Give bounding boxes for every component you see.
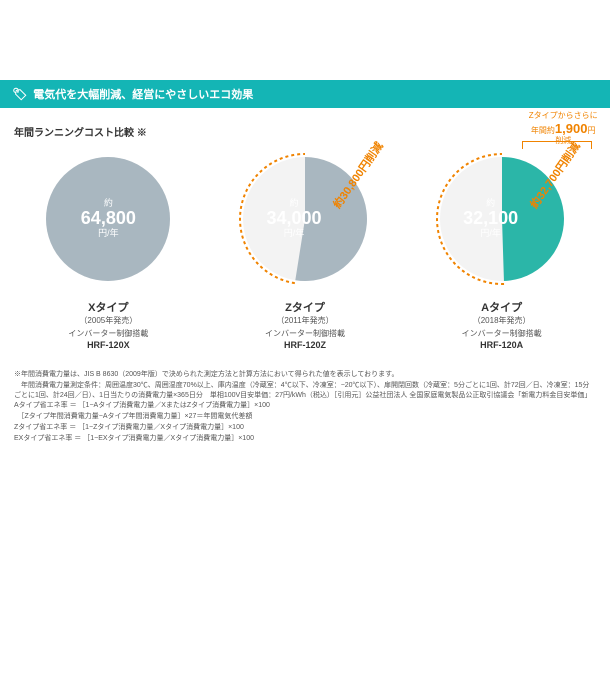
footnotes: ※年間消費電力量は、JIS B 8630（2009年版）で決められた測定方法と計… [14,370,596,444]
pie-center-label: 約64,800円/年 [38,149,178,289]
pie-chart: 約32,100円/年約32,700円削減 [432,149,572,289]
footnote-line: Zタイプ省エネ率 ＝ ［1−Zタイプ消費電力量／Xタイプ消費電力量］×100 [14,423,596,433]
type-model: HRF-120Z [284,340,326,350]
type-year: （2005年発売） [79,315,137,326]
footnote-line: ［Zタイプ年間消費電力量−Aタイプ年間消費電力量］×27＝年間電気代差額 [14,412,596,422]
type-desc: インバーター制御搭載 [462,328,542,339]
type-year: （2018年発売） [473,315,531,326]
eco-banner: 🏷 電気代を大幅削減、経営にやさしいエコ効果 [0,80,610,108]
chart-column: Zタイプからさらに年間約1,900円削減約32,100円/年約32,700円削減… [412,149,592,350]
footnote-line: Aタイプ省エネ率 ＝ ［1−Aタイプ消費電力量／XまたはZタイプ消費電力量］×1… [14,401,596,411]
banner-text: 電気代を大幅削減、経営にやさしいエコ効果 [33,86,253,102]
type-name: Aタイプ [481,299,522,315]
type-desc: インバーター制御搭載 [68,328,148,339]
charts-row: 約64,800円/年Xタイプ（2005年発売）インバーター制御搭載HRF-120… [0,149,610,350]
type-name: Xタイプ [88,299,128,315]
tag-icon: 🏷 [12,87,27,101]
type-desc: インバーター制御搭載 [265,328,345,339]
pie-chart: 約64,800円/年 [38,149,178,289]
footnote-line: ※年間消費電力量は、JIS B 8630（2009年版）で決められた測定方法と計… [14,370,596,380]
footnote-line: EXタイプ省エネ率 ＝ ［1−EXタイプ消費電力量／Xタイプ消費電力量］×100 [14,434,596,444]
pie-chart: 約34,000円/年約30,800円削減 [235,149,375,289]
type-model: HRF-120X [87,340,130,350]
extra-savings-callout: Zタイプからさらに年間約1,900円削減 [529,111,598,146]
section-title: 年間ランニングコスト比較 ※ [14,124,610,139]
chart-column: 約64,800円/年 Xタイプ（2005年発売） インバーター制御搭載HRF-120… [18,149,198,350]
type-name: Zタイプ [285,299,325,315]
type-year: （2011年発売） [276,315,333,326]
footnote-line: 年間消費電力量測定条件：周囲温度30℃、周囲湿度70%以上、庫内温度（冷蔵室：4… [14,381,596,401]
type-model: HRF-120A [480,340,523,350]
chart-column: 約34,000円/年約30,800円削減 Zタイプ（2011年発売） インバーター制… [215,149,395,350]
